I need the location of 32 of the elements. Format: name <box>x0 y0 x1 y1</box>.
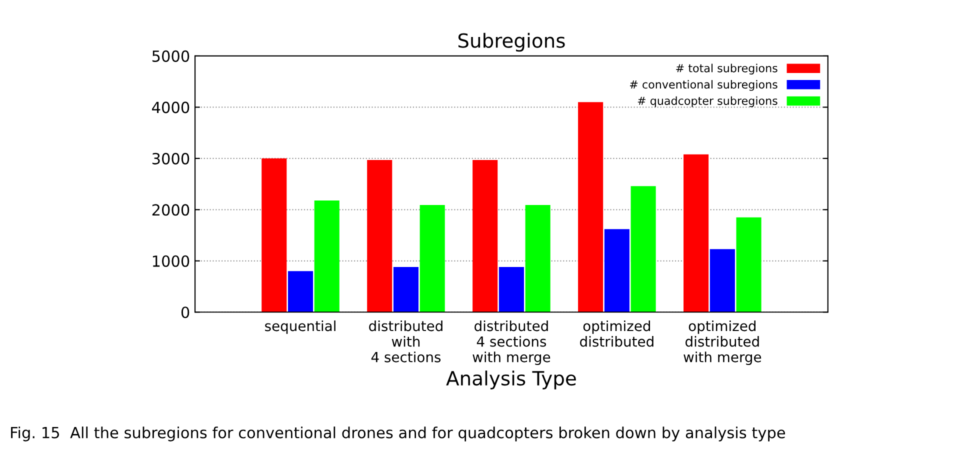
caption: Fig. 15 All the subregions for conventional drones and for quadcopters broken down by analysis type <box>11 426 786 442</box>
bar <box>630 186 656 312</box>
bar <box>684 154 709 312</box>
y-tick-label: 4000 <box>152 102 190 114</box>
bar <box>472 160 498 312</box>
x-tick-label: optimized distributed <box>580 320 654 347</box>
legend-label: # conventional subregions <box>630 80 778 91</box>
x-tick-label: distributed 4 sections with merge <box>472 320 550 366</box>
y-tick-label: 3000 <box>152 152 190 164</box>
x-axis-title: Analysis Type <box>446 370 576 390</box>
bar <box>736 217 762 312</box>
y-tick-label: 0 <box>181 306 190 318</box>
bar <box>314 200 340 312</box>
bar <box>710 249 735 312</box>
x-tick-label: distributed with 4 sections <box>369 320 442 362</box>
bar <box>367 160 392 312</box>
x-tick-label: sequential <box>265 320 336 334</box>
x-tick-label: optimized distributed with merge <box>684 320 762 366</box>
legend-label: # quadcopter subregions <box>638 96 778 108</box>
bar <box>393 267 419 312</box>
y-tick-label: 1000 <box>152 255 190 267</box>
y-tick-label: 5000 <box>152 50 190 62</box>
bar <box>604 229 630 312</box>
bar <box>420 205 445 312</box>
bar <box>262 158 287 312</box>
bar <box>498 267 524 312</box>
bar <box>525 205 550 312</box>
legend-label: # total subregions <box>676 64 778 74</box>
chart-title: Subregions <box>458 32 565 52</box>
bar <box>578 102 604 312</box>
bar <box>288 271 314 312</box>
y-tick-label: 2000 <box>152 204 190 216</box>
